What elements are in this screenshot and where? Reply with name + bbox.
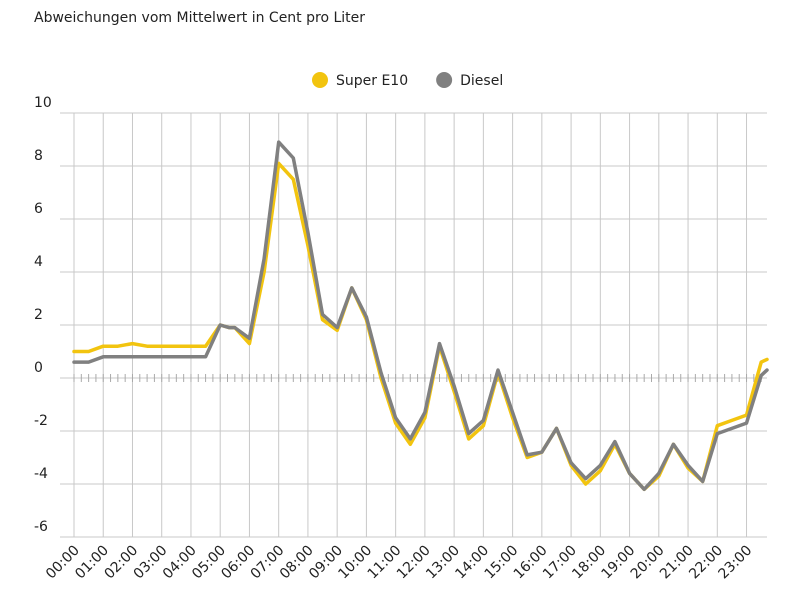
legend: Super E10 Diesel bbox=[312, 72, 503, 89]
series-line bbox=[72, 161, 769, 492]
y-tick-label: 8 bbox=[34, 148, 43, 164]
legend-marker bbox=[436, 72, 453, 88]
y-tick-label: -2 bbox=[34, 413, 48, 429]
series-line bbox=[72, 140, 769, 492]
y-tick-label: -4 bbox=[34, 466, 48, 482]
y-tick-label: 4 bbox=[34, 254, 43, 270]
y-tick-label: 2 bbox=[34, 307, 43, 323]
legend-label: Super E10 bbox=[336, 73, 408, 89]
y-tick-label: -6 bbox=[34, 519, 48, 535]
legend-marker bbox=[312, 72, 328, 88]
x-tick-label: 23:00 bbox=[716, 543, 756, 583]
chart-title: Abweichungen vom Mittelwert in Cent pro … bbox=[34, 10, 365, 26]
y-tick-label: 0 bbox=[34, 360, 43, 376]
y-tick-label: 10 bbox=[34, 95, 52, 111]
y-tick-label: 6 bbox=[34, 201, 43, 217]
legend-label: Diesel bbox=[460, 73, 503, 89]
